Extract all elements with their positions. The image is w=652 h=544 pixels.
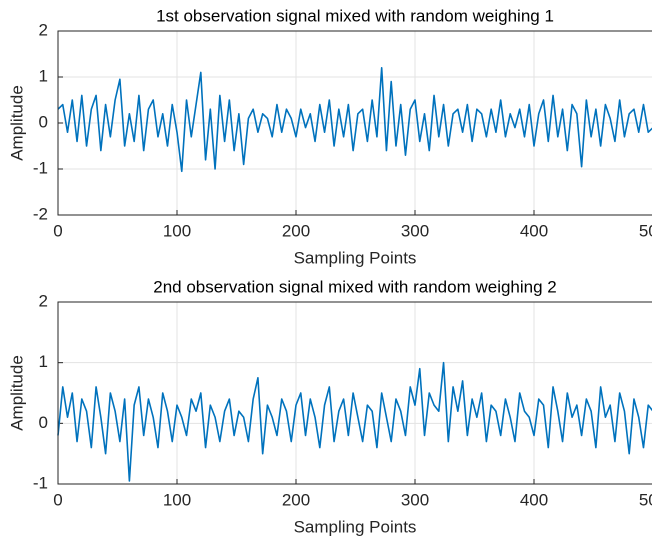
signal-line	[57, 67, 652, 173]
y-tick-label: -1	[33, 473, 48, 492]
y-tick-label: 2	[39, 291, 48, 310]
x-tick-label: 200	[282, 221, 310, 240]
x-tick-label: 0	[53, 221, 62, 240]
y-tick-label: -2	[33, 204, 48, 223]
x-tick-label: 300	[401, 490, 429, 509]
y-tick-label: 0	[39, 112, 48, 131]
x-tick-label: 100	[163, 490, 191, 509]
x-tick-label: 500	[639, 490, 652, 509]
x-tick-label: 300	[401, 221, 429, 240]
x-tick-label: 200	[282, 490, 310, 509]
x-tick-label: 0	[53, 490, 62, 509]
plot-area	[58, 302, 652, 484]
y-axis-label: Amplitude	[7, 355, 26, 431]
y-tick-label: 1	[39, 66, 48, 85]
axes-box	[57, 301, 652, 485]
x-tick-label: 400	[520, 221, 548, 240]
y-tick-label: 1	[39, 352, 48, 371]
y-tick-label: 0	[39, 413, 48, 432]
y-tick-label: -1	[33, 158, 48, 177]
x-axis-label: Sampling Points	[294, 517, 417, 536]
x-tick-label: 400	[520, 490, 548, 509]
chart-title: 1st observation signal mixed with random…	[156, 6, 554, 25]
x-tick-label: 500	[639, 221, 652, 240]
signal-line	[57, 361, 652, 482]
chart-title: 2nd observation signal mixed with random…	[153, 277, 557, 296]
y-tick-label: 2	[39, 20, 48, 39]
x-tick-label: 100	[163, 221, 191, 240]
axes-box	[57, 30, 652, 216]
y-axis-label: Amplitude	[7, 85, 26, 161]
x-axis-label: Sampling Points	[294, 248, 417, 267]
